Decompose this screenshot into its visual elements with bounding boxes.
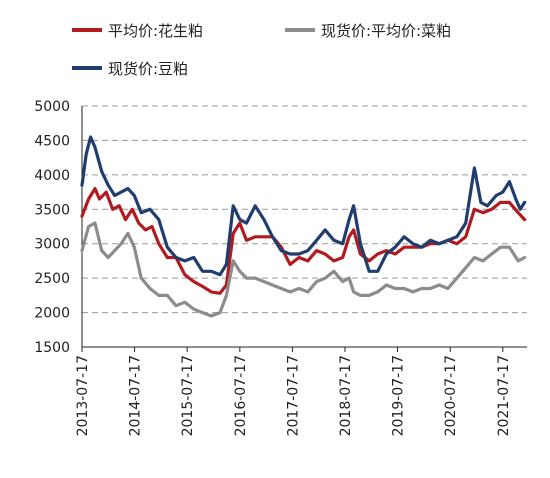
x-tick-label: 2019-07-17 <box>391 355 407 436</box>
y-tick-label: 1500 <box>34 340 70 356</box>
x-tick-label: 2018-07-17 <box>338 355 354 436</box>
series-layer <box>80 135 527 318</box>
y-tick-label: 3500 <box>34 202 70 218</box>
legend-label: 现货价:平均价:菜粕 <box>321 22 451 40</box>
y-tick-label: 2500 <box>34 271 70 287</box>
series-line-2 <box>80 221 527 318</box>
legend-label: 现货价:豆粕 <box>108 60 188 78</box>
y-tick-label: 5000 <box>34 99 70 115</box>
series-line-3 <box>80 135 527 277</box>
y-tick-label: 2000 <box>34 306 70 322</box>
x-tick-label: 2016-07-17 <box>233 355 249 436</box>
x-axis: 2013-07-17 2014-07-17 2015-07-17 2016-07-17… <box>75 346 527 436</box>
y-axis: 1500 2000 2500 3000 3500 4000 4500 5000 <box>34 99 83 356</box>
y-tick-label: 4000 <box>34 168 70 184</box>
x-tick-label: 2015-07-17 <box>180 355 196 436</box>
x-tick-label: 2021-07-17 <box>496 355 512 436</box>
x-tick-label: 2017-07-17 <box>285 355 301 436</box>
x-tick-label: 2013-07-17 <box>75 355 91 436</box>
x-tick-label: 2020-07-17 <box>443 355 459 436</box>
y-tick-label: 3000 <box>34 237 70 253</box>
x-tick-label: 2014-07-17 <box>128 355 144 436</box>
y-tick-label: 4500 <box>34 133 70 149</box>
legend-label: 平均价:花生粕 <box>108 22 203 40</box>
